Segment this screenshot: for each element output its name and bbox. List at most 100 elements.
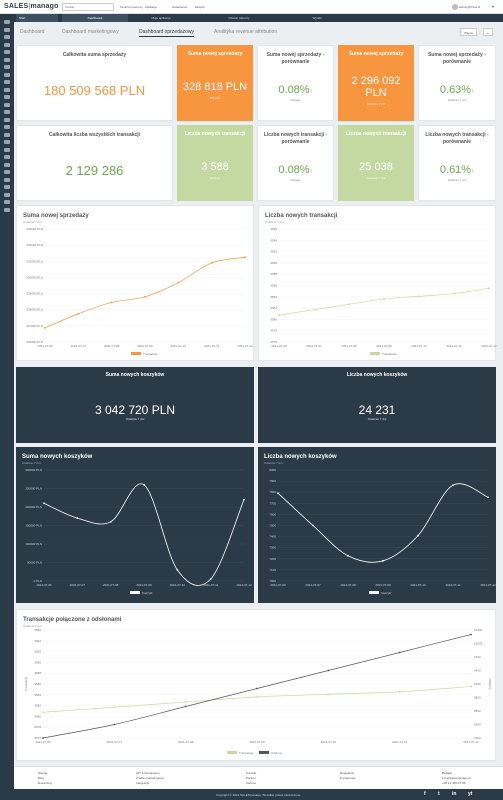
sidebar-nav-icon[interactable] [4,155,10,159]
new-sales-7d-card: Suma nowej sprzedaży 2 296 092 PLN Ostat… [338,45,414,121]
sidebar-nav-icon[interactable] [4,125,10,129]
sidebar-nav-icon[interactable] [4,87,10,92]
settings-link[interactable]: Ustawienia [172,5,187,9]
sidebar-nav-icon[interactable] [4,162,10,167]
legend-label: Koszyki [381,591,392,595]
cart-sum-card: Suma nowych koszyków 3 042 720 PLN Ostat… [16,367,254,443]
subtab-sales[interactable]: Dashboard sprzedażowy [139,29,195,37]
y-tick-label: 327000 PLN [26,324,43,328]
subtab-marketing[interactable]: Dashboard marketingowy [62,29,119,35]
tab-my-apps[interactable]: Moje aplikacje [151,16,171,20]
linkedin-icon[interactable]: in [452,791,457,797]
tab-results[interactable]: Wyniki [312,16,322,20]
apps-link[interactable]: Aplikacje [145,5,158,9]
sidebar-nav-icon[interactable] [4,140,10,144]
x-tick-label: 2021-07-06 [35,740,51,744]
footer-link[interactable]: API & Developers [136,771,160,775]
chart-subtitle: Ostatnie 7 dni [265,220,284,224]
sidebar-nav-icon[interactable] [4,192,10,197]
data-point [256,687,258,690]
new-transactions-chart: 3576 3578 3580 3582 3584 3586 3588 3590 3592 3594… [270,227,497,356]
card-period: Miesiąc [290,178,301,182]
chevron-down-icon[interactable]: ▾ [492,4,495,9]
card-title: Całkowita suma sprzedaży [62,52,127,58]
sidebar-nav-icon[interactable] [4,147,10,152]
more-button[interactable]: Więcej [460,28,478,36]
help-link[interactable]: Centrum pomocy [120,5,143,9]
subtab-revenue[interactable]: Analityka revenue attribution [214,29,278,35]
twitter-icon[interactable]: t [438,791,440,797]
footer-link[interactable]: Kariera [246,781,256,785]
sidebar-nav-icon[interactable] [4,57,10,62]
facebook-icon[interactable]: f [424,791,426,797]
footer-link[interactable]: E-learning [38,781,52,785]
x-tick-label: 2021-07-12 [463,740,479,744]
sidebar-nav-icon[interactable] [4,170,10,174]
data-point [143,483,145,486]
chart-title: Suma nowych koszyków [22,454,93,460]
sidebar-nav-icon[interactable] [4,185,10,189]
x-tick-label: 2021-07-10 [321,740,337,744]
data-point [470,685,472,688]
new-sales-chart-card: Suma nowej sprzedaży Ostatnie 7 dni 3260… [16,205,254,361]
data-point [487,496,489,499]
sidebar-nav-icon[interactable] [4,35,10,39]
footer-link[interactable]: Prywatność [340,776,356,780]
tab-dashboard[interactable]: Dashboard [62,14,128,22]
data-point [278,314,280,316]
sidebar-nav-icon[interactable] [4,95,10,99]
tab-workspace[interactable]: Obszar roboczy [228,16,250,20]
sidebar-nav-icon[interactable] [4,42,10,47]
x-tick-label: 2021-07-08 [103,583,119,587]
sidebar-nav-icon[interactable] [4,110,10,114]
card-period: Miesiąc [290,98,301,102]
card-value: 2 296 092 PLN [351,75,401,99]
sidebar-nav-icon[interactable] [4,20,10,24]
avatar[interactable] [452,4,458,10]
data-point [327,693,330,696]
sidebar-nav-icon[interactable] [4,177,10,182]
data-point [417,534,419,537]
footer-link[interactable]: Źródła marketingowe [136,776,165,780]
footer-link[interactable]: Integracje [136,781,150,785]
footer-email[interactable]: info@salesmanago.pl [442,776,471,780]
sidebar-nav-icon[interactable] [4,50,10,54]
y-tick-label: 3584 [34,693,41,697]
footer-link[interactable]: Partner [246,776,256,780]
series-line [42,634,472,739]
export-link[interactable]: Eksport [195,5,206,9]
x-tick-label: 2021-07-12 [481,344,497,348]
nav-home[interactable]: Start [16,14,58,22]
card-period: Ostatnie 7 dni [366,176,386,180]
sidebar-nav-icon[interactable] [4,102,10,107]
sidebar-nav-icon[interactable] [4,207,10,212]
sidebar-nav-icon[interactable] [4,80,10,84]
footer-link[interactable]: Wersja [38,771,48,775]
combined-chart: 3576 3578 3580 3582 3584 3586 3588 3590 3592 3594… [24,628,492,755]
data-point [382,559,384,562]
legend-swatch [370,352,380,355]
app-logo[interactable]: SALES|manago [4,3,59,10]
x-tick-label: 2021-07-12 [237,344,253,348]
footer-link[interactable]: Kontakt [246,771,257,775]
sidebar-nav-icon[interactable] [4,117,10,122]
new-sales-7d-compare-card: Suma nowej sprzedaży - porównanie 0.63%↑… [418,45,496,121]
subtab-dashboard[interactable]: Dashboard [20,29,45,35]
sidebar-nav-icon[interactable] [4,132,10,137]
search-input[interactable] [62,3,114,11]
chart-title: Liczba nowych koszyków [264,454,337,460]
y-tick-label: 3586 [270,284,277,288]
youtube-icon[interactable]: yt [468,791,473,797]
y-tick-label: 3592 [34,650,41,654]
legend-swatch [130,591,140,594]
x-tick-label: 2021-07-11 [445,583,460,587]
sidebar-nav-icon[interactable] [4,27,10,32]
sidebar-nav-icon[interactable] [4,200,10,204]
footer-link[interactable]: Regulamin [340,771,355,775]
footer-link[interactable]: Blog [38,776,45,780]
user-email[interactable]: admin@firma.pl [459,5,481,9]
sidebar-nav-icon[interactable] [4,72,10,77]
add-widget-button[interactable]: + [483,28,493,36]
y-right-tick-label: 9100 [474,682,481,686]
sidebar-nav-icon[interactable] [4,65,10,69]
